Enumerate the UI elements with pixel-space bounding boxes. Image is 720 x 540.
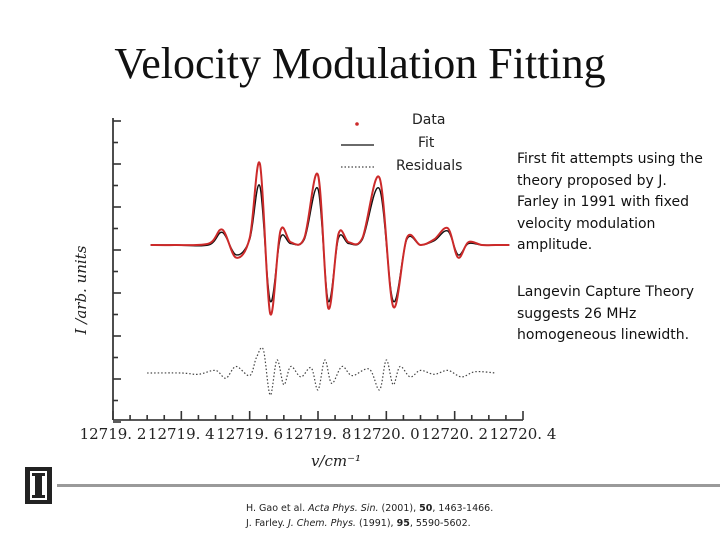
series-residuals-line <box>147 346 496 396</box>
chart-axes <box>112 118 524 423</box>
description-paragraph-1: First fit attempts using the theory prop… <box>517 151 703 253</box>
description-paragraph-2: Langevin Capture Theory suggests 26 MHz … <box>517 284 695 343</box>
x-tick-label: 12719. 6 <box>216 425 283 443</box>
x-tick-label: 12720. 0 <box>353 425 420 443</box>
x-tick-label: 12719. 2 <box>80 425 147 443</box>
chart-series <box>147 161 510 396</box>
university-logo-icon <box>25 467 52 504</box>
series-fit-line <box>150 184 510 303</box>
y-axis-label: I /arb. units <box>72 245 90 335</box>
legend-fit-label: Fit <box>418 135 435 151</box>
legend <box>341 122 374 168</box>
x-axis-label: v/cm⁻¹ <box>311 452 361 470</box>
legend-data-marker <box>355 122 359 126</box>
x-tick-label: 12719. 4 <box>148 425 215 443</box>
reference-2: J. Farley. J. Chem. Phys. (1991), 95, 55… <box>246 518 471 529</box>
x-tick-label: 12720. 4 <box>490 425 557 443</box>
slide-title: Velocity Modulation Fitting <box>114 39 606 88</box>
x-tick-label: 12719. 8 <box>285 425 352 443</box>
series-data-line <box>150 161 510 316</box>
x-tick-label: 12720. 2 <box>421 425 488 443</box>
legend-residuals-label: Residuals <box>396 158 463 174</box>
footer-rule <box>57 484 720 487</box>
reference-1: H. Gao et al. Acta Phys. Sin. (2001), 50… <box>246 503 494 514</box>
legend-data-label: Data <box>412 112 446 128</box>
x-tick-labels: 12719. 2 12719. 4 12719. 6 12719. 8 12720. 0… <box>80 425 557 443</box>
